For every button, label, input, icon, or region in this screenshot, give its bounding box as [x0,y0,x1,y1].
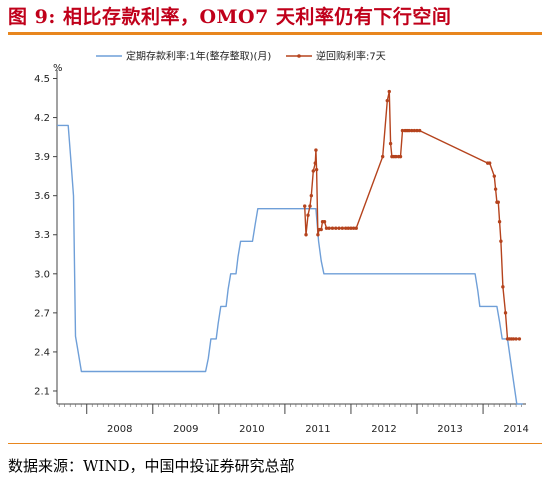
data-point [309,193,314,198]
data-point [330,226,335,230]
data-point [337,226,341,230]
data-point [503,311,508,315]
series-line-0 [57,124,523,405]
data-point [417,128,422,133]
data-point [314,167,319,172]
data-point [501,285,505,289]
data-point [415,128,419,133]
x-tick-label: 2010 [239,424,264,435]
y-tick-label: 2.4 [34,347,50,358]
data-point [487,161,492,165]
data-point [343,226,348,230]
data-point [412,128,417,133]
source-rule [8,443,542,444]
y-tick-label: 3.9 [34,152,50,163]
legend-marker-1 [297,54,301,58]
data-point [493,187,498,191]
data-point [380,154,385,159]
data-point [354,226,358,230]
data-point [492,174,496,178]
legend-label-0: 定期存款利率:1年(整存整取)(月) [126,50,271,63]
y-tick-label: 4.5 [34,74,50,85]
y-unit-label: % [53,63,63,74]
data-point [499,239,503,243]
data-point [351,226,356,230]
data-point [308,204,312,208]
legend-label-1: 逆回购利率:7天 [316,50,386,63]
data-point [400,128,405,133]
y-tick-label: 3.0 [34,269,50,280]
data-point [313,161,317,165]
y-tick-label: 2.1 [34,386,50,397]
x-tick-label: 2013 [437,424,462,435]
data-point [514,337,518,341]
data-point [311,169,315,173]
y-tick-label: 4.2 [34,113,50,124]
axis-ticks: % 2.1 2.4 2.7 3.0 3.3 3.6 3.9 4.2 4.5 2008 2009 2010… [34,63,529,435]
data-point [304,233,308,237]
y-tick-label: 2.7 [34,308,50,319]
source-note: 数据来源：WIND，中国中投证券研究总部 [8,457,295,475]
data-point [496,200,500,204]
legend: 定期存款利率:1年(整存整取)(月) 逆回购利率:7天 [96,50,386,63]
data-point [387,89,391,94]
data-point [497,220,502,224]
data-point [511,337,516,341]
data-point [349,226,353,230]
x-tick-label: 2009 [173,424,198,435]
data-point [346,226,351,230]
data-point [303,204,307,208]
data-point [316,233,320,237]
data-point [322,220,327,224]
data-point [314,148,318,152]
y-tick-label: 3.6 [34,191,50,202]
data-point [388,141,393,146]
x-tick-label: 2008 [107,424,132,435]
series-line-1 [304,90,520,340]
data-point [319,227,323,232]
line-chart: % 2.1 2.4 2.7 3.0 3.3 3.6 3.9 4.2 4.5 2008 2009 2010… [6,40,544,440]
data-point [407,128,411,133]
x-tick-label: 2012 [371,424,396,435]
x-tick-label: 2011 [305,424,330,435]
y-tick-label: 3.3 [34,230,50,241]
figure-title: 图 9: 相比存款利率，OMO7 天利率仍有下行空间 [8,6,452,28]
data-point [327,226,331,230]
x-tick-label: 2014 [503,424,528,435]
data-point [385,98,389,103]
data-point [398,154,403,159]
data-point [394,154,398,159]
data-point [334,226,338,230]
data-point [324,226,329,230]
data-point [517,337,522,341]
series-lines [57,89,523,405]
title-rule [8,32,542,35]
data-point [340,226,345,230]
data-point [306,213,310,217]
data-point [410,128,414,133]
chart-background [6,40,544,440]
